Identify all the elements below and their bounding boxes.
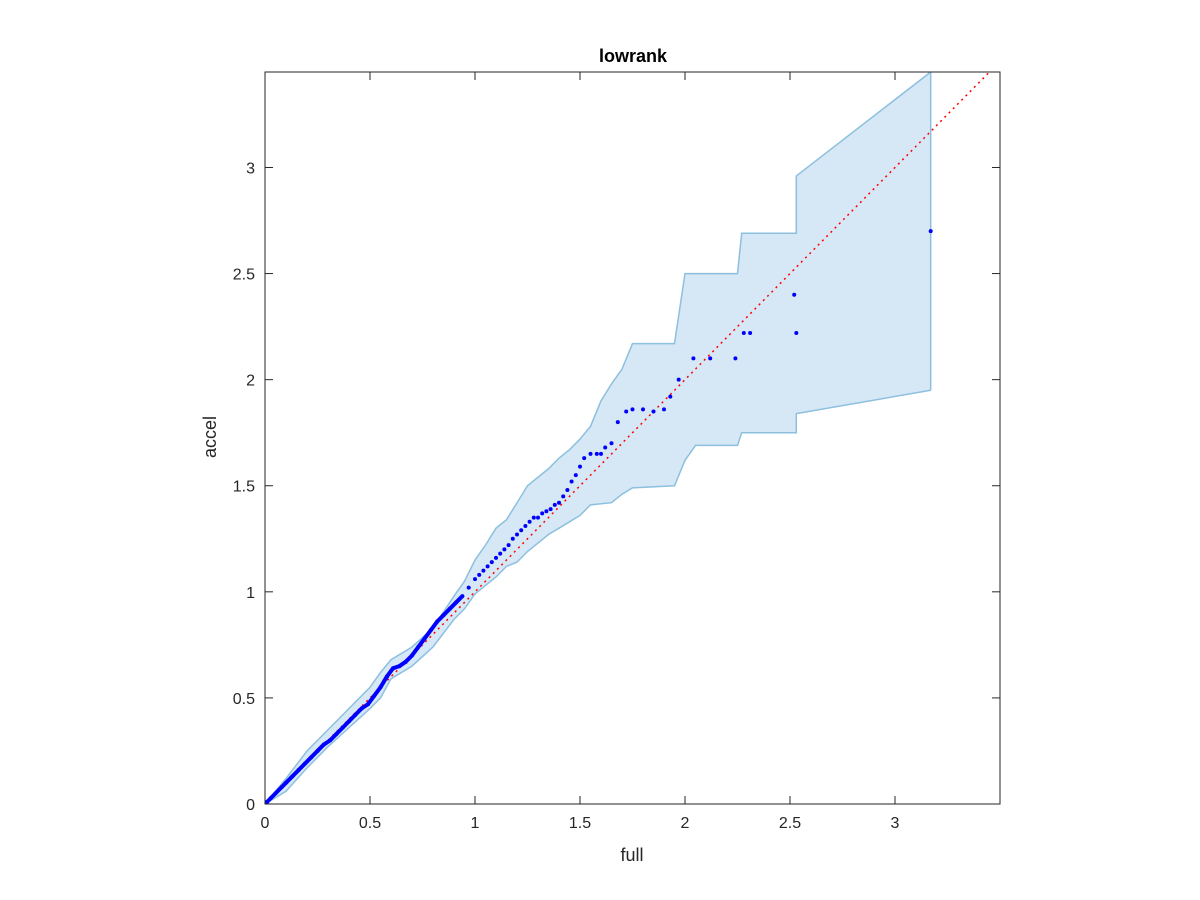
data-point [594,451,599,456]
reference-line [265,72,991,804]
data-point [691,356,696,361]
data-point [603,445,608,450]
data-point [515,532,519,537]
data-point [641,407,645,412]
chart-title: lowrank [599,46,668,66]
identity-line [265,72,991,804]
x-tick-label: 2.5 [779,815,801,832]
data-point [498,551,503,556]
dense-point-trace [265,594,464,804]
data-point [531,515,536,520]
data-point [582,456,587,461]
data-point [506,543,511,548]
data-points [265,229,933,804]
y-tick-label: 2.5 [233,267,255,284]
data-point [794,330,799,335]
data-point [615,420,620,425]
x-tick-label: 1 [471,815,480,832]
axes [264,71,1001,805]
data-point [569,479,574,484]
data-point [510,536,515,541]
band-lower-edge [264,389,931,805]
y-tick-label: 1 [246,585,255,602]
band-area [265,72,931,804]
x-tick-label: 3 [891,815,900,832]
data-point [473,577,477,582]
x-axis-label: full [620,845,643,865]
y-tick-label: 3 [246,160,255,177]
axes-box [264,71,1001,805]
data-point [792,292,797,297]
y-tick-label: 0 [246,797,255,814]
data-point [624,409,629,414]
data-point [741,330,746,335]
data-point [599,451,603,456]
data-point [540,511,545,516]
data-point [578,464,582,469]
data-point [662,407,666,412]
ticks: 0 0.5 1 1.5 2 2.5 3 0 0.5 1 1.5 2 2.5 3 [233,72,1000,832]
data-point [561,494,566,499]
band-upper-edge [264,71,932,805]
data-point [609,441,614,446]
x-tick-label: 1.5 [569,815,591,832]
data-point [536,515,540,520]
data-point [668,394,673,399]
data-point [573,473,578,478]
x-tick-label: 2 [681,815,690,832]
y-axis-label: accel [200,416,220,458]
data-point [565,487,570,492]
data-point [519,528,524,533]
x-tick-label: 0 [261,815,270,832]
data-point [651,409,656,414]
data-point [548,507,553,512]
data-point [928,229,933,234]
data-point [523,524,528,529]
data-point [630,407,635,412]
x-tick-label: 0.5 [359,815,381,832]
data-point [489,560,494,565]
data-point [557,500,561,505]
data-point [502,547,507,552]
data-point [481,568,486,573]
data-point [588,451,593,456]
y-tick-label: 2 [246,373,255,390]
data-point [527,519,532,524]
data-point [477,572,482,577]
y-tick-label: 0.5 [233,691,255,708]
data-point [466,585,471,590]
data-point [676,377,681,382]
data-point [748,330,753,335]
y-tick-label: 1.5 [233,479,255,496]
data-point [485,564,490,569]
data-point [552,502,557,507]
confidence-band [264,71,932,805]
data-point [733,356,738,361]
data-point [494,555,498,560]
data-point [544,509,549,514]
data-point [708,356,713,361]
